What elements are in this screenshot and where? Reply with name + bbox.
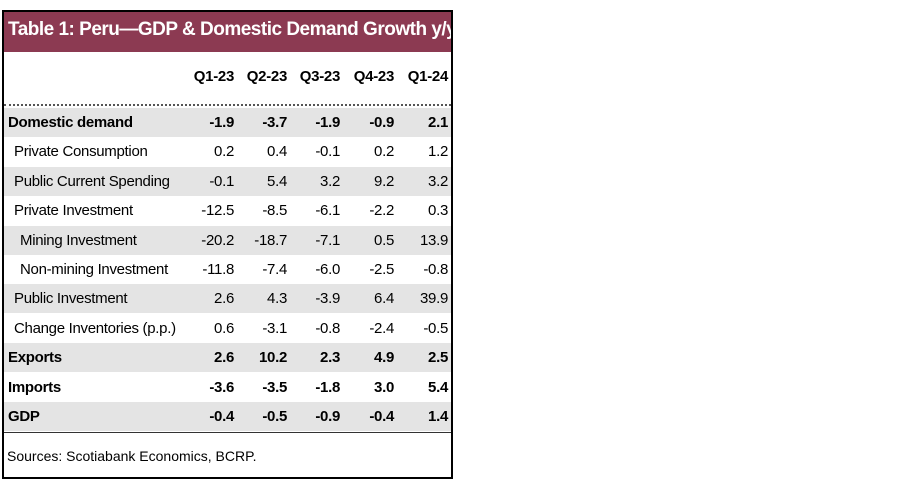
cell-value: -0.9: [369, 114, 394, 131]
cell-value: 6.4: [374, 290, 394, 308]
cell-value: -0.1: [209, 172, 234, 190]
cell-value: -2.2: [369, 202, 394, 220]
cell-value: 1.2: [428, 143, 448, 161]
cell-value: -3.5: [262, 378, 287, 396]
cell-value: -0.5: [423, 319, 448, 337]
row-label: Non-mining Investment: [20, 261, 168, 278]
cell-value: 3.2: [428, 172, 448, 190]
row-label: Mining Investment: [20, 231, 137, 249]
row-label: Private Investment: [14, 202, 133, 220]
cell-value: -7.1: [315, 231, 340, 249]
cell-value: 0.6: [214, 319, 234, 337]
cell-value: 2.6: [214, 349, 234, 367]
cell-value: -0.8: [423, 261, 448, 278]
column-header: Q4-23: [353, 68, 395, 85]
cell-value: -1.9: [315, 114, 340, 131]
cell-value: -20.2: [201, 231, 234, 249]
cell-value: 9.2: [374, 172, 394, 190]
cell-value: 2.1: [428, 114, 448, 131]
header-rule: [4, 104, 451, 106]
cell-value: -3.9: [315, 290, 340, 308]
column-header: Q1-23: [193, 68, 235, 85]
cell-value: 2.3: [320, 349, 340, 367]
cell-value: 0.2: [374, 143, 394, 161]
row-label: Exports: [8, 349, 62, 367]
cell-value: 5.4: [267, 172, 287, 190]
cell-value: 0.4: [267, 143, 287, 161]
cell-value: 0.2: [214, 143, 234, 161]
cell-value: 5.4: [428, 378, 448, 396]
cell-value: -8.5: [262, 202, 287, 220]
cell-value: -1.8: [315, 378, 340, 396]
table-row: [4, 108, 451, 137]
column-header: Q3-23: [299, 68, 341, 85]
cell-value: -2.4: [369, 319, 394, 337]
row-label: Imports: [8, 378, 61, 396]
cell-value: 3.2: [320, 172, 340, 190]
row-label: Public Investment: [14, 290, 128, 308]
cell-value: 13.9: [420, 231, 448, 249]
cell-value: 4.3: [267, 290, 287, 308]
cell-value: -1.9: [209, 114, 234, 131]
row-label: Public Current Spending: [14, 172, 170, 190]
cell-value: -0.8: [315, 319, 340, 337]
cell-value: 3.0: [374, 378, 394, 396]
footer-rule: [4, 432, 451, 433]
row-label: Private Consumption: [14, 143, 148, 161]
cell-value: -2.5: [369, 261, 394, 278]
cell-value: -6.0: [315, 261, 340, 278]
cell-value: 39.9: [420, 290, 448, 308]
cell-value: -0.9: [315, 408, 340, 425]
table: Table 1: Peru—GDP & Domestic Demand Grow…: [2, 10, 453, 479]
row-label: Change Inventories (p.p.): [14, 319, 176, 337]
cell-value: -6.1: [315, 202, 340, 220]
table-row: [4, 402, 451, 431]
cell-value: 4.9: [374, 349, 394, 367]
cell-value: 2.6: [214, 290, 234, 308]
cell-value: 10.2: [259, 349, 287, 367]
cell-value: -3.6: [209, 378, 234, 396]
cell-value: -12.5: [201, 202, 234, 220]
column-header: Q2-23: [246, 68, 288, 85]
cell-value: -0.4: [209, 408, 234, 425]
source-note: Sources: Scotiabank Economics, BCRP.: [7, 448, 257, 464]
table-row: [4, 343, 451, 373]
cell-value: -0.4: [369, 408, 394, 425]
row-label: GDP: [8, 408, 40, 425]
column-header: Q1-24: [407, 68, 449, 85]
cell-value: 0.5: [374, 231, 394, 249]
cell-value: 2.5: [428, 349, 448, 367]
cell-value: 1.4: [428, 408, 448, 425]
table-title: Table 1: Peru—GDP & Domestic Demand Grow…: [4, 12, 451, 52]
cell-value: -11.8: [202, 261, 234, 278]
cell-value: -18.7: [254, 231, 287, 249]
cell-value: 0.3: [428, 202, 448, 220]
cell-value: -0.1: [315, 143, 340, 161]
cell-value: -3.1: [262, 319, 287, 337]
table-row: [4, 225, 451, 255]
cell-value: -0.5: [262, 408, 287, 425]
table-row: [4, 166, 451, 196]
cell-value: -3.7: [262, 114, 287, 131]
cell-value: -7.4: [262, 261, 287, 278]
table-row: [4, 284, 451, 314]
row-label: Domestic demand: [8, 114, 133, 131]
